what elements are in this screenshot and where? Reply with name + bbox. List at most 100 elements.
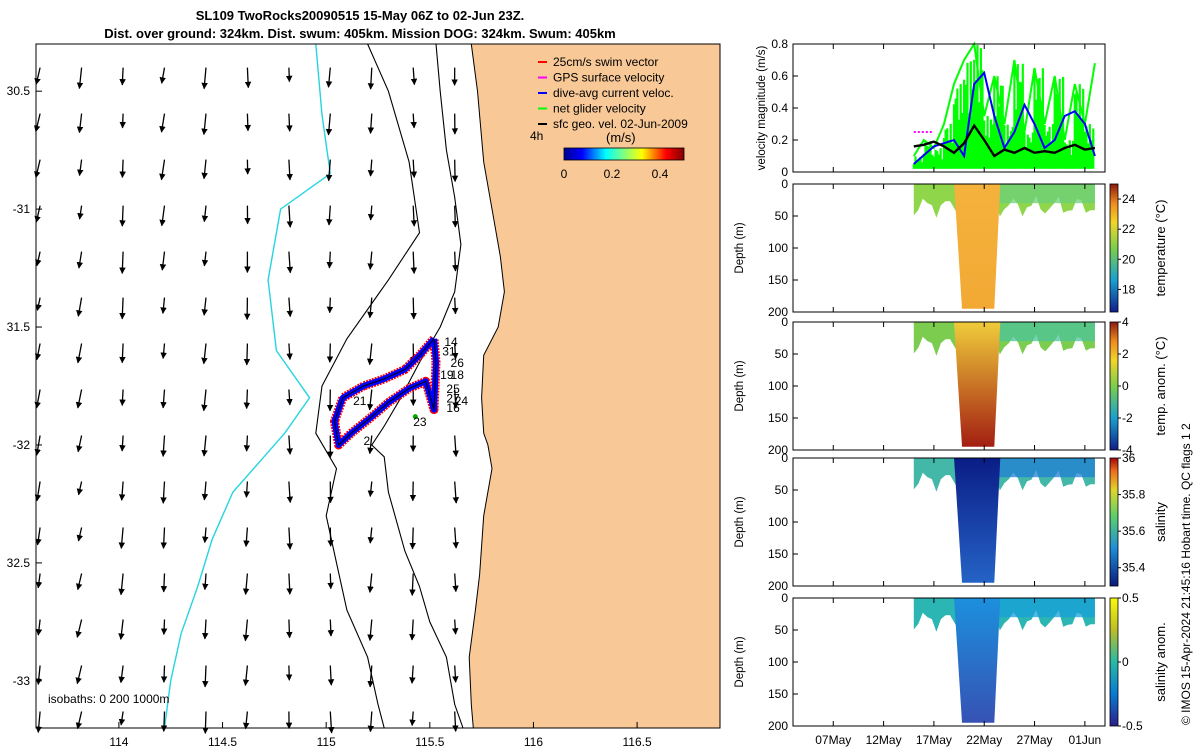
shelf-line bbox=[163, 43, 332, 729]
isobath-200 bbox=[371, 43, 464, 729]
geo-velocity-arrow bbox=[202, 711, 209, 734]
section-ylabel: Depth (m) bbox=[734, 360, 746, 411]
geo-velocity-arrow bbox=[410, 113, 417, 129]
track-day-label: 14 bbox=[444, 335, 458, 349]
geo-velocity-arrow bbox=[35, 573, 43, 589]
legend-entry: 25cm/s swim vector bbox=[553, 55, 658, 69]
geo-velocity-arrow bbox=[243, 389, 251, 410]
geo-velocity-arrow bbox=[410, 251, 418, 275]
map-ytick-label: 32.5 bbox=[7, 556, 31, 570]
geo-velocity-arrow bbox=[34, 67, 41, 85]
geo-velocity-arrow bbox=[286, 113, 293, 132]
geo-velocity-arrow bbox=[325, 159, 333, 182]
section-ytick-label: 200 bbox=[768, 579, 788, 593]
colorbar-tick-label: 2 bbox=[1122, 347, 1129, 361]
map-xtick-label: 114 bbox=[109, 735, 128, 749]
geo-velocity-arrow bbox=[75, 573, 83, 591]
geo-velocity-arrow bbox=[201, 113, 208, 136]
section-ytick-label: 50 bbox=[775, 347, 789, 361]
geo-velocity-arrow bbox=[76, 251, 84, 269]
geo-velocity-arrow bbox=[34, 205, 41, 223]
section-ytick-label: 0 bbox=[781, 177, 788, 191]
section-ytick-label: 150 bbox=[768, 273, 788, 287]
geo-velocity-arrow bbox=[119, 389, 126, 407]
section-colorbar bbox=[1109, 597, 1119, 727]
map-xtick-label: 116 bbox=[524, 735, 543, 749]
geo-velocity-arrow bbox=[160, 527, 168, 549]
velocity-ytick-label: 0.6 bbox=[771, 69, 788, 83]
geo-velocity-arrow bbox=[328, 711, 335, 734]
geo-velocity-arrow bbox=[367, 113, 375, 134]
geo-velocity-arrow bbox=[160, 343, 167, 360]
colorbar-tick-label: 35.6 bbox=[1122, 524, 1146, 538]
time-tick-label: 07May bbox=[815, 733, 851, 747]
geo-velocity-arrow bbox=[243, 527, 250, 548]
geo-velocity-arrow bbox=[242, 619, 250, 642]
colorbar-tick-label: -2 bbox=[1122, 411, 1133, 425]
geo-velocity-arrow bbox=[409, 619, 416, 641]
geo-velocity-arrow bbox=[451, 205, 459, 228]
map-ytick-label: -33 bbox=[13, 674, 31, 688]
colorbar-tick-label: 24 bbox=[1122, 192, 1136, 206]
geo-velocity-arrow bbox=[202, 527, 209, 544]
section-ytick-label: 100 bbox=[768, 379, 788, 393]
section-plot-area bbox=[793, 184, 1105, 312]
geo-velocity-arrow bbox=[160, 573, 168, 593]
geo-velocity-arrow bbox=[326, 343, 334, 363]
geo-velocity-arrow bbox=[286, 481, 294, 504]
geo-velocity-arrow bbox=[367, 159, 375, 177]
geo-velocity-arrow bbox=[327, 665, 335, 686]
geo-velocity-arrow bbox=[286, 619, 293, 639]
geo-velocity-arrow bbox=[452, 481, 460, 504]
coastline bbox=[468, 43, 505, 729]
track-day-label: 24 bbox=[455, 394, 469, 408]
map-ytick-label: -31 bbox=[13, 202, 31, 216]
geo-velocity-arrow bbox=[410, 205, 418, 227]
section-ytick-label: 50 bbox=[775, 483, 789, 497]
geo-velocity-arrow bbox=[75, 619, 83, 638]
map-xtick-label: 116.5 bbox=[623, 735, 652, 749]
geo-velocity-arrow bbox=[286, 159, 293, 181]
geo-velocity-arrow bbox=[452, 389, 459, 409]
section-colorbar-label: salinity anom. bbox=[1153, 622, 1168, 701]
section-colorbar bbox=[1109, 183, 1119, 313]
deep-profile-core bbox=[954, 184, 1001, 309]
velocity-ytick-label: 0.4 bbox=[771, 101, 788, 115]
colorbar-tick-label: 0.4 bbox=[652, 167, 669, 181]
geo-velocity-arrow bbox=[76, 113, 84, 134]
geo-velocity-arrow bbox=[325, 67, 333, 88]
shallow-right-band bbox=[994, 458, 1095, 478]
section-colorbar bbox=[1109, 321, 1119, 451]
geo-velocity-arrow bbox=[119, 67, 126, 86]
geo-velocity-arrow bbox=[366, 389, 374, 411]
geo-velocity-arrow bbox=[118, 619, 125, 640]
geo-velocity-arrow bbox=[118, 527, 126, 549]
geo-velocity-arrow bbox=[34, 159, 41, 179]
geo-velocity-arrow bbox=[35, 251, 42, 267]
figure-title-line2: Dist. over ground: 324km. Dist. swum: 40… bbox=[104, 26, 616, 41]
geo-velocity-arrow bbox=[201, 389, 208, 412]
section-colorbar bbox=[1109, 457, 1119, 587]
geo-velocity-arrow bbox=[159, 67, 166, 84]
salinity-section: 0 50 100 150 200 Depth (m) 35.4 35.6 35.8 36 salin… bbox=[734, 451, 1168, 593]
section-plot-area bbox=[793, 598, 1105, 726]
colorbar-tick-label: 4 bbox=[1122, 315, 1129, 329]
colorbar-tick-label: 0.5 bbox=[1122, 591, 1139, 605]
track-day-label: 19 bbox=[440, 368, 454, 382]
track-day-label: 31 bbox=[442, 344, 456, 358]
legend-entry: GPS surface velocity bbox=[553, 71, 664, 85]
geo-velocity-arrow bbox=[118, 481, 126, 501]
colorbar-tick-label: 35.8 bbox=[1122, 488, 1146, 502]
geo-velocity-arrow bbox=[201, 619, 209, 640]
figure-title-line1: SL109 TwoRocks20090515 15-May 06Z to 02-… bbox=[195, 8, 525, 23]
geo-velocity-arrow bbox=[201, 343, 208, 365]
geo-velocity-arrow bbox=[76, 435, 83, 453]
geo-velocity-arrow bbox=[452, 251, 459, 272]
legend-entry: sfc geo. vel. 02-Jun-2009 bbox=[553, 117, 688, 131]
section-ytick-label: 50 bbox=[775, 209, 789, 223]
time-tick-label: 17May bbox=[916, 733, 952, 747]
salinity-anomaly-section: 0 50 100 150 200 07May 12May 17May 22May 27May 01J… bbox=[734, 591, 1168, 747]
geo-velocity-arrow bbox=[286, 297, 294, 318]
geo-velocity-arrow bbox=[410, 159, 418, 179]
